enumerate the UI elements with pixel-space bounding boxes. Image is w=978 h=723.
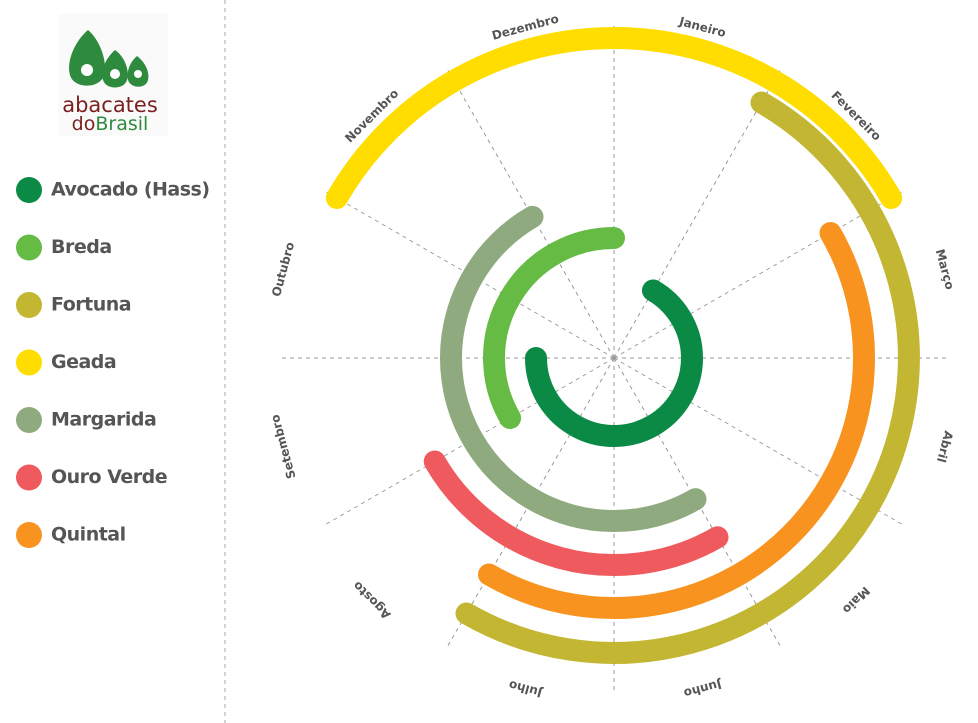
legend: Avocado (Hass) Breda Fortuna Geada Margarida…	[16, 177, 210, 548]
logo-seed	[81, 64, 93, 76]
legend-swatch	[16, 177, 42, 203]
month-label: Junho	[682, 677, 724, 701]
season-arc	[525, 279, 703, 447]
legend-swatch	[16, 349, 42, 376]
season-arc	[478, 222, 875, 619]
logo-seed	[110, 69, 120, 79]
logo: abacates doBrasil	[58, 14, 168, 136]
month-label: Março	[933, 248, 957, 292]
month-label: Setembro	[268, 413, 299, 480]
logo-text-brasil: Brasil	[95, 113, 148, 135]
season-arc	[423, 450, 729, 576]
spoke	[613, 70, 781, 359]
month-label: Abril	[934, 429, 956, 464]
legend-label: Ouro Verde	[51, 466, 167, 488]
legend-swatch	[16, 292, 42, 318]
legend-swatch	[16, 522, 42, 548]
legend-label: Breda	[51, 236, 112, 258]
month-label: Julho	[507, 678, 544, 701]
legend-label: Margarida	[51, 409, 156, 431]
legend-swatch	[16, 464, 42, 491]
legend-label: Fortuna	[51, 294, 131, 316]
legend-label: Avocado (Hass)	[51, 179, 210, 201]
season-arc	[483, 227, 625, 429]
month-label: Outubro	[269, 241, 297, 299]
season-arc	[325, 27, 903, 209]
logo-avocado	[102, 50, 128, 88]
legend-swatch	[16, 234, 42, 261]
arcs	[325, 27, 920, 664]
season-arc	[440, 205, 707, 532]
legend-label: Quintal	[51, 524, 126, 546]
legend-swatch	[16, 407, 42, 433]
logo-avocado	[69, 30, 106, 86]
month-label: Agosto	[350, 579, 393, 622]
logo-text-do: do	[72, 113, 96, 135]
month-label: Maio	[840, 584, 873, 617]
logo-text: abacates	[62, 93, 158, 117]
season-arc	[455, 91, 920, 664]
legend-label: Geada	[51, 351, 116, 373]
logo-seed	[134, 70, 142, 78]
logo-text: doBrasil	[72, 113, 149, 135]
